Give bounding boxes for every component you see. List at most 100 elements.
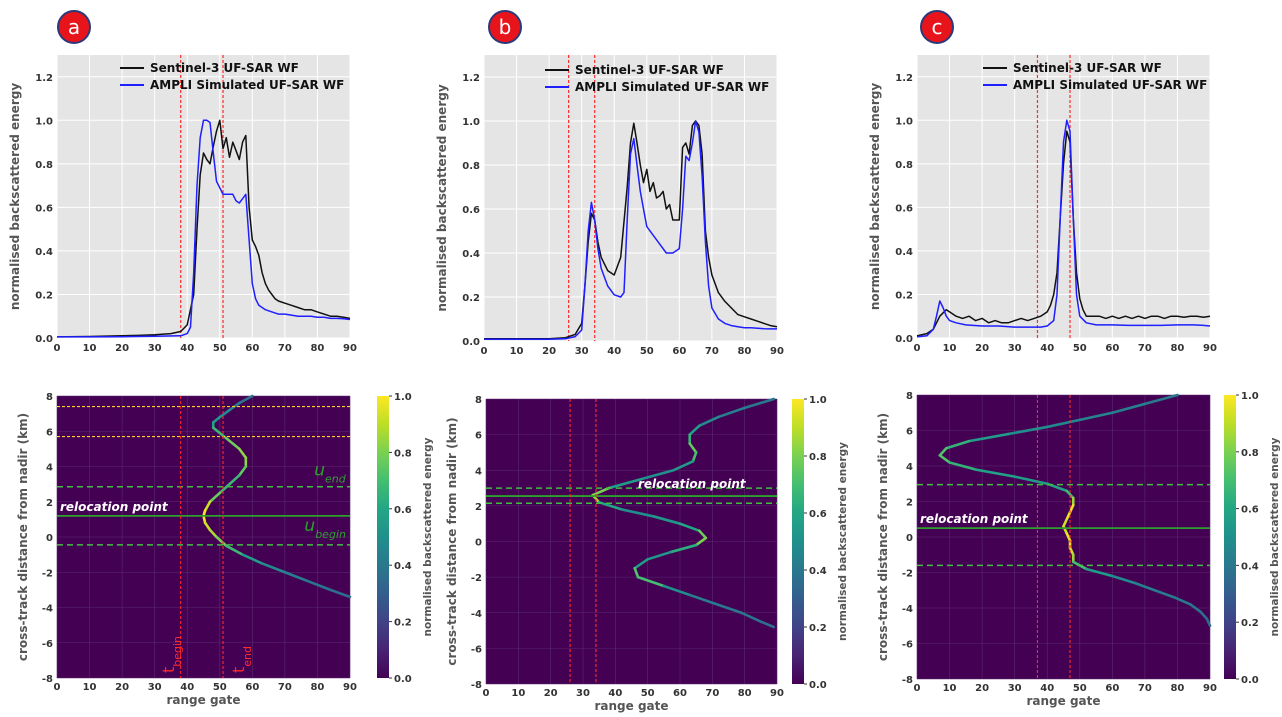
heatmap-x-tick-label: 40 [608, 688, 622, 699]
heatmap-x-tick-label: 90 [770, 688, 784, 699]
x-tick-label: 20 [542, 346, 556, 357]
heatmap-y-tick-label: 0 [46, 533, 53, 544]
track-curve-segment [633, 566, 640, 579]
panel-badge-circle [920, 10, 954, 44]
track-curve-segment [238, 465, 248, 477]
x-tick-label: 50 [1073, 343, 1087, 354]
panel-a: a0 10 20 30 40 50 60 70 80 900.00.20.40.60.81.01.… [8, 10, 434, 707]
colorbar-label: normalised backscattered energy [837, 442, 849, 641]
track-curve-segment [662, 584, 692, 597]
waveform-y-axis-label: normalised backscattered energy [868, 83, 882, 310]
y-tick-label: 0.2 [35, 290, 53, 301]
x-tick-label: 10 [83, 343, 97, 354]
heatmap-x-tick-label: 30 [148, 682, 162, 693]
track-curve-segment [218, 408, 231, 419]
x-tick-label: 70 [1138, 343, 1152, 354]
colorbar-tick-label: 0.6 [394, 505, 412, 516]
y-tick-label: 1.0 [462, 117, 480, 128]
track-curve-segment [678, 522, 701, 533]
heatmap-y-tick-label: 6 [906, 427, 913, 438]
colorbar-tick-label: 0.6 [1241, 505, 1259, 516]
x-tick-label: 60 [672, 346, 686, 357]
y-tick-label: 1.2 [895, 73, 913, 84]
colorbar-tick-label: 0.0 [809, 680, 827, 691]
track-curve-segment [698, 415, 721, 428]
y-tick-label: 0.0 [35, 334, 53, 345]
heatmap-x-tick-label: 30 [576, 688, 590, 699]
track-curve-segment [1045, 418, 1082, 429]
colorbar-tick-label: 0.0 [1241, 675, 1259, 686]
colorbar: 0.0 0.2 0.4 0.6 0.8 1.0 normalised backscatter… [1224, 391, 1281, 686]
heatmap-x-tick-label: 10 [511, 688, 525, 699]
sentinel-series-line [56, 119, 351, 338]
legend-label: AMPLI Simulated UF-SAR WF [150, 78, 344, 92]
x-tick-label: 80 [1170, 343, 1184, 354]
track-curve-segment [740, 611, 763, 623]
track-curve-segment [668, 543, 698, 554]
waveform-plot-area [484, 55, 777, 341]
ampli-series-line [916, 119, 1211, 338]
colorbar-bar [377, 396, 389, 678]
heatmap-x-tick-label: 80 [1170, 683, 1184, 694]
track-curve-segment [1153, 588, 1176, 599]
track-curve-segment [1065, 489, 1075, 500]
track-curve-segment [1068, 546, 1075, 557]
x-tick-label: 40 [180, 343, 194, 354]
x-tick-label: 70 [278, 343, 292, 354]
colorbar-label: normalised backscattered energy [422, 437, 434, 636]
waveform-plot-area [917, 55, 1210, 338]
heatmap-x-tick-label: 60 [1105, 683, 1119, 694]
track-curve-segment [607, 477, 643, 490]
track-curve-segment [688, 442, 698, 454]
colorbar-tick-label: 1.0 [1241, 391, 1259, 402]
y-tick-label: 1.0 [895, 116, 913, 127]
y-tick-label: 0.8 [462, 161, 480, 172]
track-curve-segment [743, 397, 776, 410]
track-curve-segment [1198, 610, 1209, 620]
colorbar: 0.0 0.2 0.4 0.6 0.8 1.0 normalised backscatter… [792, 395, 849, 691]
track-curve-segment [1078, 411, 1114, 422]
heatmap-x-tick-label: 0 [914, 683, 921, 694]
track-curve-segment [238, 447, 248, 459]
track-curve-segment [1013, 475, 1049, 486]
track-curve-segment [597, 501, 624, 511]
track-curve-segment [306, 579, 332, 592]
heatmap-x-tick-label: 80 [738, 688, 752, 699]
relocation-point-label: relocation point [60, 500, 169, 514]
track-curve-segment [646, 550, 672, 561]
track-curve-segment [688, 593, 717, 606]
track-curve-segment [1133, 581, 1156, 592]
colorbar-tick-label: 0.4 [1241, 561, 1259, 572]
heatmap-x-tick-label: 20 [975, 683, 989, 694]
heatmap-y-axis-label: cross-track distance from nadir (km) [876, 413, 890, 661]
panel-badge-label: c [932, 15, 943, 39]
colorbar-tick-label: 0.8 [394, 448, 412, 459]
x-tick-label: 90 [343, 343, 357, 354]
heatmap-y-tick-label: 6 [475, 431, 482, 442]
colorbar-tick-label: 0.8 [809, 452, 827, 463]
track-curve-segment [1172, 596, 1192, 606]
x-tick-label: 80 [310, 343, 324, 354]
heatmap-y-tick-label: 6 [46, 427, 53, 438]
y-tick-label: 1.0 [35, 116, 53, 127]
track-curve-segment [215, 535, 228, 548]
heatmap-x-tick-label: 60 [673, 688, 687, 699]
panel-badge-label: b [499, 15, 512, 39]
track-curve-segment [260, 562, 287, 574]
y-tick-label: 0.4 [895, 247, 913, 258]
heatmap-y-tick-label: 2 [906, 498, 913, 509]
heatmap-y-tick-label: -2 [902, 569, 913, 580]
u-begin-label: ubegin [304, 516, 346, 541]
heatmap-y-tick-label: -2 [471, 573, 482, 584]
t-begin-label: tbegin [159, 636, 184, 673]
waveform-y-axis-label: normalised backscattered energy [8, 83, 22, 310]
track-curve-segment [1062, 517, 1069, 528]
track-curve-segment [1111, 402, 1147, 415]
y-tick-label: 0.8 [35, 160, 53, 171]
colorbar-tick-label: 0.8 [1241, 448, 1259, 459]
colorbar-tick-label: 0.2 [394, 618, 412, 629]
heatmap-y-tick-label: -8 [471, 680, 482, 691]
track-curve-segment [224, 436, 241, 451]
heatmap-y-tick-label: -6 [42, 639, 53, 650]
